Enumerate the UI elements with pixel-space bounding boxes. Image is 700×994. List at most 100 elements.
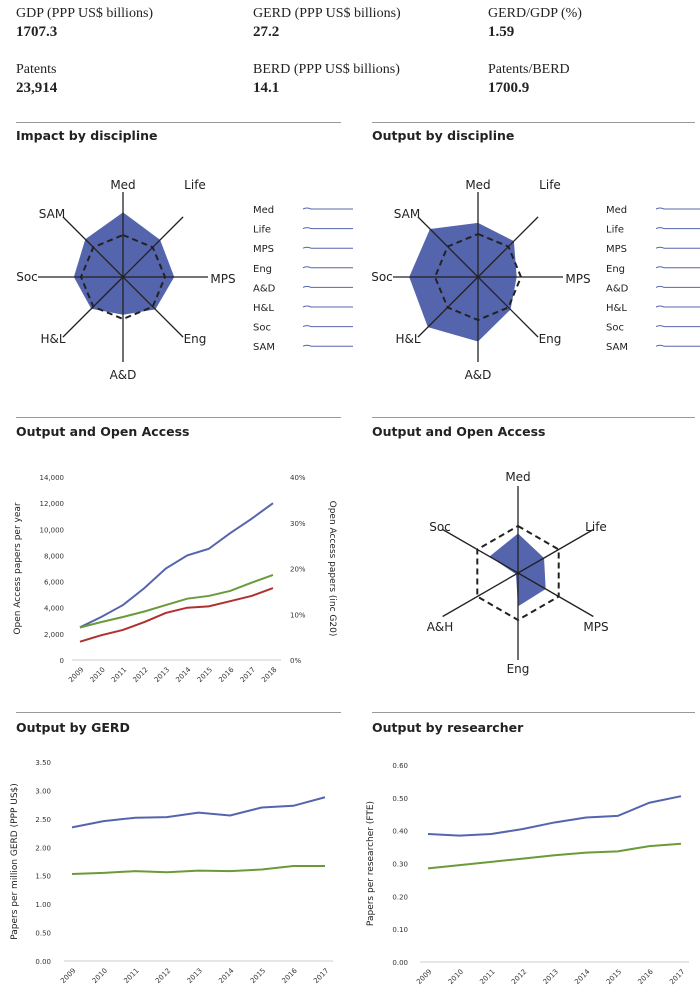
section-title: Output and Open Access [372, 424, 546, 439]
stat-label: GERD (PPP US$ billions) [253, 6, 401, 21]
radar-axis-eng [477, 276, 539, 338]
y-tick-label: 6,000 [44, 579, 64, 587]
y-axis-label: Papers per researcher (FTE) [366, 801, 376, 926]
sparkline [302, 344, 353, 347]
x-tick-label: 2014 [573, 967, 592, 986]
radar-axis-label: Soc [16, 270, 38, 284]
stat-label: Patents/BERD [488, 62, 570, 77]
stat-value: 1707.3 [16, 24, 58, 40]
sparkline [655, 285, 700, 288]
y-tick-label: 14,000 [40, 474, 65, 482]
y-tick-label: 0.10 [392, 926, 408, 934]
x-tick-label: 2016 [637, 967, 656, 986]
x-tick-label: 2016 [281, 966, 300, 985]
y-tick-label: 0.00 [35, 958, 51, 966]
radar-axis-label: MPS [210, 272, 235, 286]
sparkline [655, 305, 700, 308]
x-tick-label: 2011 [478, 968, 496, 986]
radar-axis-label: A&H [427, 620, 454, 634]
y-axis-label: Papers per million GERD (PPP US$) [10, 783, 20, 940]
radar-axis-label: MPS [583, 620, 608, 634]
sparkline [655, 344, 700, 347]
sparkline [655, 266, 700, 269]
y-tick-label: 0.20 [392, 893, 408, 901]
sparkline [655, 325, 700, 328]
radar-axis-soc [442, 528, 519, 574]
legend-label: H&L [253, 303, 274, 314]
radar-axis-label: H&L [395, 332, 420, 346]
divider [16, 122, 341, 123]
sparkline [302, 305, 353, 308]
section-title: Impact by discipline [16, 128, 158, 143]
section-title: Output by discipline [372, 128, 515, 143]
y-tick-label: 0.00 [392, 959, 408, 967]
sparkline [302, 325, 353, 328]
legend-label: MPS [253, 244, 274, 255]
radar-axis-mps [517, 572, 594, 618]
x-tick-label: 2014 [174, 665, 193, 684]
radar-axis-label: Soc [429, 520, 451, 534]
y-tick-label: 2.00 [35, 844, 51, 852]
legend-label: H&L [606, 303, 627, 314]
radar-axis-a&h [442, 572, 519, 618]
sparkline [302, 246, 353, 249]
sparkline [302, 285, 353, 288]
x-tick-label: 2009 [415, 968, 433, 986]
radar-axis-label: Life [585, 520, 607, 534]
stat-patents: Patents 23,914 [16, 62, 57, 97]
stat-label: GERD/GDP (%) [488, 6, 582, 21]
radar-axis-h&l [417, 276, 479, 338]
y-right-tick-label: 20% [290, 566, 306, 574]
legend-label: A&D [606, 283, 629, 294]
divider [372, 417, 695, 418]
series-line-blue [71, 796, 326, 829]
y-right-tick-label: 0% [290, 657, 301, 665]
y-tick-label: 1.50 [35, 873, 51, 881]
radar-axis-label: Eng [184, 332, 207, 346]
x-tick-label: 2009 [59, 967, 77, 985]
y-tick-label: 4,000 [44, 605, 64, 613]
y-tick-label: 3.50 [35, 759, 51, 767]
radar-center [476, 275, 480, 279]
stat-label: GDP (PPP US$ billions) [16, 6, 154, 21]
y-right-tick-label: 30% [290, 520, 306, 528]
y-tick-label: 1.00 [35, 901, 51, 909]
y-tick-label: 0.60 [392, 762, 408, 770]
sparkline [302, 266, 353, 269]
radar-axis-h&l [62, 276, 124, 338]
radar-axis-label: Med [505, 470, 530, 484]
stat-label: BERD (PPP US$ billions) [253, 62, 400, 77]
section-title: Output by researcher [372, 720, 524, 735]
legend-label: Life [253, 225, 271, 236]
x-tick-label: 2012 [131, 666, 149, 684]
legend-label: SAM [253, 342, 275, 353]
legend-label: MPS [606, 244, 627, 255]
sparkline [655, 246, 700, 249]
x-tick-label: 2012 [154, 967, 172, 985]
radar-axis-sam [62, 216, 124, 278]
stat-label: Patents [16, 62, 57, 77]
y-right-tick-label: 10% [290, 611, 306, 619]
stat-gerd-gdp: GERD/GDP (%) 1.59 [488, 6, 582, 41]
divider [16, 417, 341, 418]
radar-axis-label: Eng [507, 662, 530, 676]
x-tick-label: 2009 [67, 666, 85, 684]
x-tick-label: 2010 [447, 968, 465, 986]
stat-gerd: GERD (PPP US$ billions) 27.2 [253, 6, 401, 41]
stat-value: 23,914 [16, 80, 58, 96]
series-line-green [427, 842, 682, 870]
radar-axis-life [517, 528, 594, 574]
divider [372, 122, 695, 123]
y-axis-label: Open Access papers per year [13, 502, 23, 634]
stat-berd: BERD (PPP US$ billions) 14.1 [253, 62, 400, 97]
x-tick-label: 2015 [249, 967, 267, 985]
radar-axis-label: Life [539, 178, 561, 192]
y-tick-label: 0.50 [35, 930, 51, 938]
radar-axis-life [122, 216, 184, 278]
y-tick-label: 0 [60, 657, 64, 665]
legend-label: Med [606, 205, 627, 216]
y-tick-label: 0.30 [392, 861, 408, 869]
radar-axis-label: Eng [539, 332, 562, 346]
radar-axis-label: SAM [394, 207, 420, 221]
y-tick-label: 8,000 [44, 552, 64, 560]
